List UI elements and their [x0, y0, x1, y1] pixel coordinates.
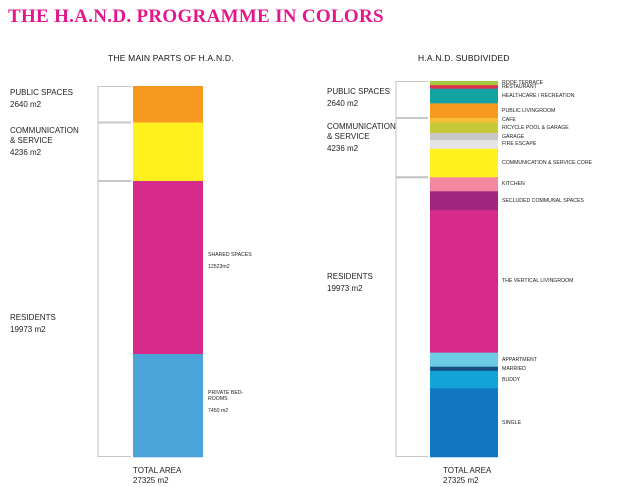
total-area: TOTAL AREA 27325 m2	[133, 466, 181, 486]
main-parts-brackets	[97, 86, 131, 457]
group-bracket	[97, 86, 131, 123]
segment-label: COMMUNICATION & SERVICE CORE	[502, 160, 592, 166]
group-label: RESIDENTS 19973 m2	[10, 313, 56, 335]
bar-segment	[430, 88, 498, 104]
bar-segment	[430, 140, 498, 150]
group-name: PUBLIC SPACES	[327, 87, 390, 96]
group-bracket	[97, 181, 131, 457]
group-name: RESIDENTS	[327, 272, 373, 282]
group-value: 4236 m2	[10, 148, 42, 158]
segment-label: ROOF TERRACE	[502, 80, 543, 86]
bar-segment	[430, 191, 498, 211]
group-bracket	[395, 177, 428, 457]
total-value: 27325 m2	[133, 476, 169, 485]
segment-label: SHARED SPACES 12523m2	[208, 252, 252, 270]
group-name: COMMUNICATION	[327, 121, 396, 131]
group-name: & SERVICE	[327, 131, 370, 141]
segment-label-line: APPARTMENT	[502, 356, 537, 363]
segment-label-line: HEALTHCARE / RECREATION	[502, 93, 575, 100]
total-label: TOTAL AREA	[443, 466, 492, 475]
group-value: 19973 m2	[10, 325, 46, 334]
total-area: TOTAL AREA 27325 m2	[443, 466, 491, 486]
bar-segment	[430, 370, 498, 389]
bar-segment	[430, 366, 498, 372]
page-title: THE H.A.N.D. PROGRAMME IN COLORS	[8, 6, 384, 27]
chart-1-title: H.A.N.D. SUBDIVIDED	[418, 53, 510, 63]
bar-segment	[430, 210, 498, 353]
bar-segment	[430, 81, 498, 86]
segment-label: PRIVATE BED- ROOMS 7450 m2	[208, 390, 243, 414]
bar-segment	[133, 86, 203, 123]
segment-label-line: MARRIED	[502, 365, 526, 372]
segment-label: KITCHEN	[502, 181, 525, 187]
group-name: COMMUNICATION	[10, 126, 79, 136]
bar-segment	[133, 181, 203, 355]
group-name: RESIDENTS	[10, 313, 56, 322]
segment-label-line: ROOMS	[208, 395, 228, 402]
subdivided-bar	[430, 81, 498, 458]
segment-label-line: BUDDY	[502, 376, 521, 383]
segment-label-line: ROOF TERRACE	[502, 80, 544, 87]
total-label: TOTAL AREA	[133, 466, 182, 475]
group-bracket	[97, 122, 131, 181]
bar-segment	[430, 133, 498, 141]
segment-label-line: SINGLE	[502, 419, 522, 426]
group-value: 2640 m2	[10, 100, 42, 109]
bar-segment	[430, 85, 498, 90]
group-label: COMMUNICATION & SERVICE 4236 m2	[327, 122, 396, 154]
segment-label: SINGLE	[502, 420, 521, 426]
group-name: & SERVICE	[10, 136, 53, 146]
subdivided-brackets	[395, 81, 428, 457]
segment-label-line: 7450 m2	[208, 407, 229, 414]
group-value: 2640 m2	[327, 99, 359, 108]
chart-0-title: THE MAIN PARTS OF H.A.N.D.	[108, 53, 234, 63]
segment-label-line: CAFE	[502, 117, 516, 124]
group-bracket	[395, 118, 428, 178]
bar-segment	[430, 103, 498, 119]
group-label: PUBLIC SPACES 2640 m2	[10, 88, 73, 110]
segment-label: THE VERTICAL LIVINGROOM	[502, 278, 574, 284]
bar-segment	[430, 122, 498, 134]
segment-label: SECLUDED COMMUNAL SPACES	[502, 198, 584, 204]
segment-label: PUBLIC LIVINGROOM	[502, 108, 555, 114]
segment-label: CAFE	[502, 117, 516, 123]
segment-label-line: PRIVATE BED-	[208, 389, 244, 396]
segment-label: APPARTMENT	[502, 357, 537, 363]
bar-segment	[430, 148, 498, 178]
segment-label: RESTAURANT	[502, 84, 537, 90]
bar-segment	[133, 122, 203, 182]
segment-label-line: KITCHEN	[502, 181, 525, 188]
bar-segment	[133, 354, 203, 458]
segment-label-line: RESTAURANT	[502, 83, 537, 90]
segment-label: HEALTHCARE / RECREATION	[502, 93, 574, 99]
bar-segment	[430, 352, 498, 367]
group-value: 4236 m2	[327, 143, 359, 153]
segment-label-line: RICYCLE POOL & GARAGE	[502, 124, 569, 131]
segment-label-line: FIRE ESCAPE	[502, 141, 537, 148]
segment-label: GARAGE	[502, 134, 524, 140]
segment-label: BUDDY	[502, 377, 520, 383]
segment-label: FIRE ESCAPE	[502, 141, 536, 147]
bar-segment	[430, 388, 498, 458]
segment-label-line: COMMUNICATION & SERVICE CORE	[502, 160, 593, 167]
segment-label-line: 12523m2	[208, 263, 230, 270]
segment-label-line: THE VERTICAL LIVINGROOM	[502, 278, 574, 285]
group-label: COMMUNICATION & SERVICE 4236 m2	[10, 126, 79, 158]
bar-segment	[430, 177, 498, 192]
group-value: 19973 m2	[327, 284, 363, 294]
segment-label-line: SECLUDED COMMUNAL SPACES	[502, 197, 584, 204]
total-value: 27325 m2	[443, 476, 479, 485]
group-label: RESIDENTS 19973 m2	[327, 272, 373, 294]
group-label: PUBLIC SPACES 2640 m2	[327, 87, 390, 109]
main-parts-bar	[133, 86, 203, 458]
segment-label-line: SHARED SPACES	[208, 251, 252, 258]
group-bracket	[395, 81, 428, 118]
bar-segment	[430, 117, 498, 123]
group-name: PUBLIC SPACES	[10, 88, 73, 97]
segment-label-line: PUBLIC LIVINGROOM	[502, 107, 556, 114]
segment-label: RICYCLE POOL & GARAGE	[502, 125, 569, 131]
segment-label-line: GARAGE	[502, 133, 525, 140]
segment-label: MARRIED	[502, 366, 526, 372]
